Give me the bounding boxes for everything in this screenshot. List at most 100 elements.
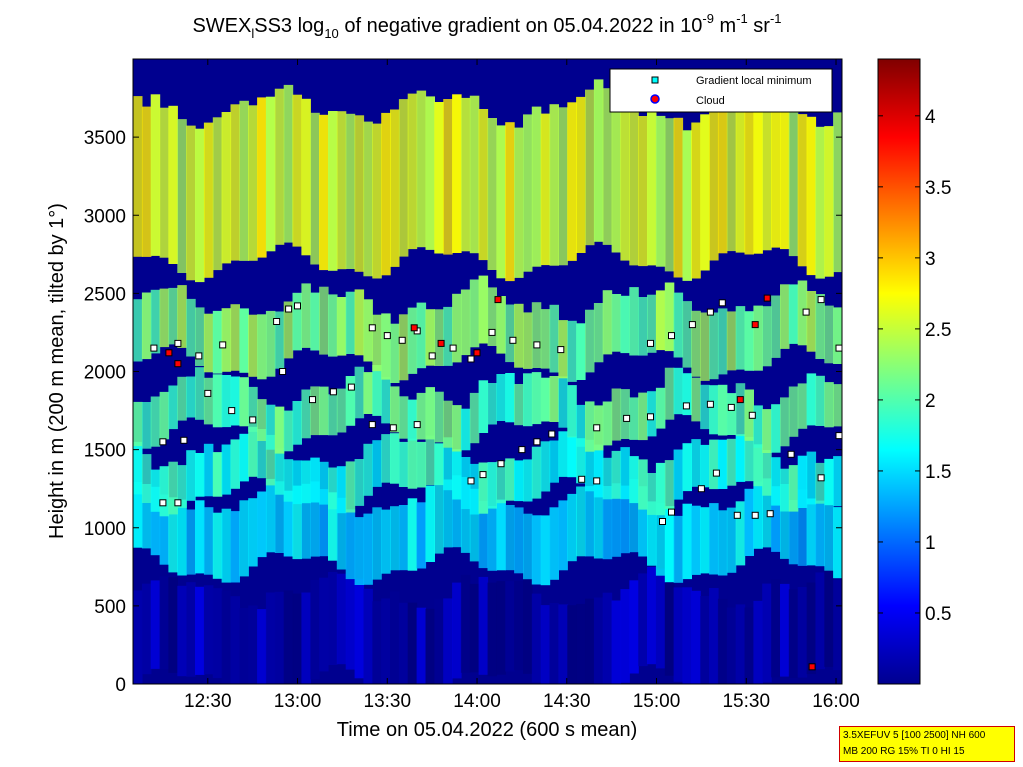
heatmap-layer-layer-2200 (133, 275, 842, 383)
colorbar: 0.5 1 1.5 2 2.5 3 3.5 4 (877, 58, 951, 685)
heatmap-cell (700, 596, 710, 684)
heatmap-cell (372, 507, 382, 580)
heatmap-cell (576, 323, 586, 380)
heatmap-cell (753, 102, 763, 254)
heatmap-cell (788, 284, 799, 344)
gradient-minimum-marker (219, 341, 227, 349)
heatmap-cell (762, 450, 772, 496)
heatmap-cell (328, 294, 338, 357)
y-axis-label: Height in m (200 m mean, tilted by 1°) (46, 203, 68, 539)
heatmap-cell (363, 121, 373, 277)
heatmap-cell (354, 517, 365, 585)
heatmap-cell (203, 507, 214, 575)
heatmap-cell (150, 486, 161, 556)
heatmap-cell (478, 380, 489, 433)
cloud-marker (494, 296, 502, 304)
plot-area (133, 59, 842, 684)
heatmap-cell (806, 116, 817, 276)
heatmap-cell (452, 293, 462, 363)
heatmap-cell (336, 466, 347, 514)
x-tick-label: 15:30 (722, 691, 770, 712)
heatmap-cell (629, 397, 639, 440)
heatmap-cell (691, 377, 701, 422)
heatmap-cell (709, 503, 719, 575)
heatmap-cell (655, 387, 666, 429)
heatmap-cell (168, 461, 178, 515)
heatmap-cell (709, 439, 719, 490)
heatmap-cell (576, 96, 586, 254)
heatmap-cell (168, 287, 178, 345)
heatmap-cell (797, 587, 808, 678)
heatmap-cell (195, 367, 205, 420)
heatmap-cell (381, 509, 391, 574)
heatmap-cell (611, 600, 622, 684)
heatmap-cell (726, 98, 737, 252)
heatmap-cell (788, 589, 799, 678)
heatmap-cell (558, 604, 568, 684)
heatmap-cell (239, 500, 249, 577)
heatmap-cell (345, 509, 356, 580)
heatmap-cell (735, 93, 746, 253)
heatmap-cell (647, 473, 657, 515)
heatmap-cell (762, 306, 772, 367)
heatmap-cell (735, 434, 746, 482)
heatmap-cell (753, 600, 763, 684)
heatmap-cell (833, 507, 842, 579)
heatmap-cell (487, 462, 497, 509)
heatmap-cell (141, 292, 152, 360)
heatmap-cell (407, 399, 418, 441)
heatmap-cell (691, 310, 701, 377)
gradient-minimum-marker (159, 499, 167, 507)
heatmap-cell (195, 453, 205, 497)
gradient-minimum-marker (706, 400, 714, 408)
heatmap-cell (478, 462, 489, 514)
heatmap-cell (141, 583, 152, 675)
heatmap-cell (212, 374, 223, 428)
gradient-minimum-marker (557, 346, 565, 354)
heatmap-cell (265, 592, 276, 684)
heatmap-cell (726, 393, 737, 435)
gradient-minimum-marker (159, 438, 167, 446)
heatmap-cell (133, 401, 143, 447)
heatmap-cell (620, 295, 630, 354)
heatmap-cell (248, 426, 258, 477)
heatmap-cell (407, 438, 418, 489)
heatmap-cell (567, 385, 577, 438)
heatmap-cell (363, 299, 373, 362)
heatmap-cell (744, 488, 754, 556)
heatmap-cell (744, 311, 754, 371)
heatmap-cell (735, 383, 746, 437)
heatmap-cell (469, 279, 480, 348)
heatmap-cell (540, 515, 551, 586)
heatmap-cell (682, 503, 692, 580)
heatmap-cell (328, 467, 338, 510)
gradient-minimum-marker (329, 388, 337, 396)
cloud-marker (808, 663, 816, 671)
heatmap-cell (425, 96, 435, 250)
heatmap-cell (416, 502, 427, 569)
cloud-markers (165, 294, 816, 671)
heatmap-cell (611, 483, 622, 557)
heatmap-cell (833, 579, 842, 671)
heatmap-cell (682, 373, 692, 416)
heatmap-cell (576, 404, 586, 447)
gradient-minimum-marker (509, 336, 517, 344)
heatmap-cell (673, 587, 684, 682)
gradient-minimum-marker (659, 518, 666, 525)
heatmap-cell (611, 96, 622, 253)
x-tick-label: 14:30 (543, 691, 591, 712)
heatmap-cell (390, 506, 400, 571)
colorbar-tick-label: 1.5 (925, 462, 951, 483)
heatmap-cell (195, 307, 205, 366)
heatmap-cell (186, 509, 196, 575)
gradient-minimum-marker (285, 305, 293, 313)
heatmap-cell (523, 459, 533, 502)
heatmap-cell (815, 126, 825, 279)
heatmap-cell (133, 96, 143, 257)
y-tick-label: 1000 (84, 519, 126, 540)
heatmap-cell (363, 443, 373, 496)
y-axis: 0 500 1000 1500 2000 2500 3000 3500 (84, 128, 842, 696)
heatmap-cell (452, 582, 462, 679)
heatmap-cell (381, 313, 391, 380)
cloud-marker (736, 396, 744, 404)
